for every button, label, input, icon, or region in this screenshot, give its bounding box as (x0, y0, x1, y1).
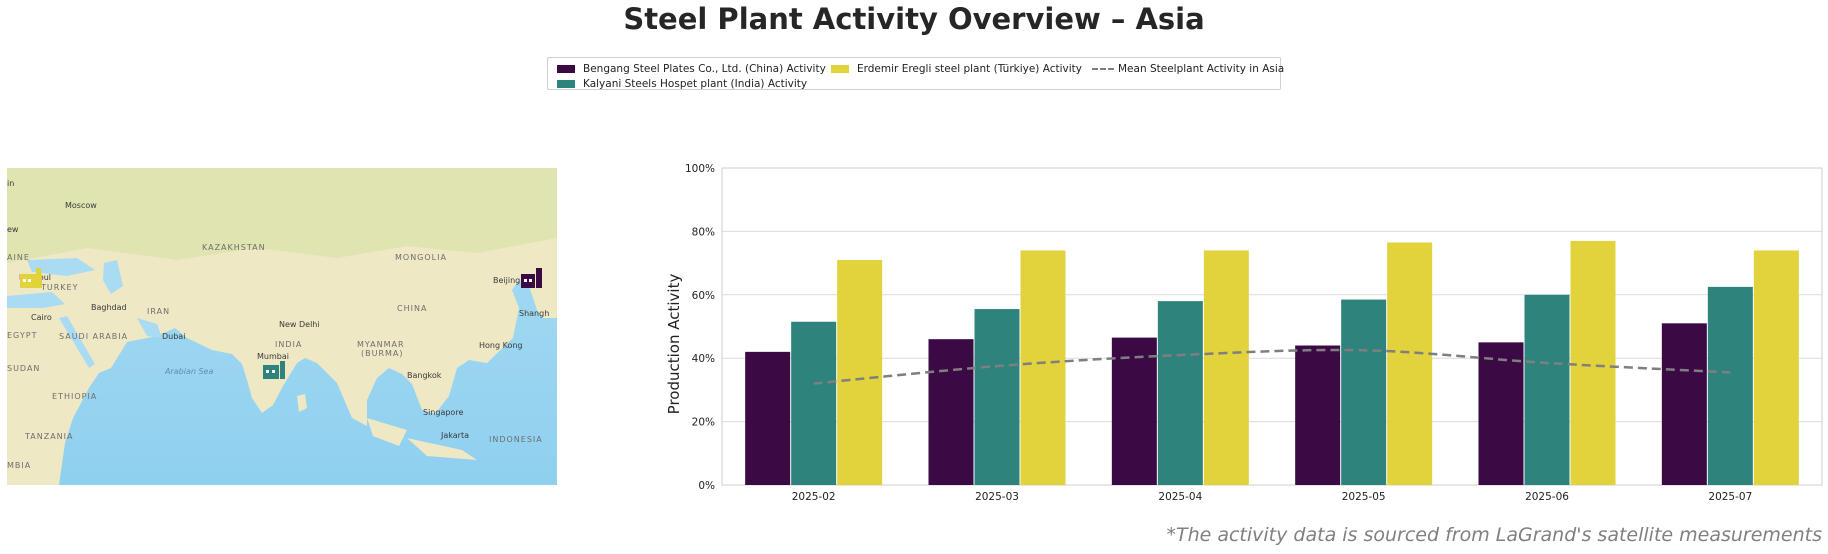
map-label-china: CHINA (397, 304, 427, 313)
bar-0-2025-05 (1295, 345, 1341, 485)
bar-2-2025-05 (1387, 242, 1433, 485)
mean-line-group (813, 348, 1731, 385)
map-label-moscow: Moscow (65, 201, 97, 210)
map-label-tanzania: TANZANIA (24, 432, 74, 441)
bar-1-2025-05 (1341, 299, 1387, 485)
factory-icon-bengang (521, 268, 542, 288)
northern-vegetation (7, 168, 557, 263)
y-tick-label-2: 40% (692, 353, 715, 365)
bar-1-2025-07 (1707, 286, 1753, 485)
bar-2-2025-07 (1753, 250, 1799, 485)
map-label-ethiopia: ETHIOPIA (52, 392, 97, 401)
mean-activity-line (813, 348, 1731, 385)
factory-icon-erdemir (20, 268, 42, 288)
bar-0-2025-02 (745, 351, 791, 485)
map-label-bangkok: Bangkok (407, 371, 442, 380)
map-label-indonesia: INDONESIA (489, 435, 543, 444)
bar-0-2025-06 (1478, 342, 1524, 485)
red-sea (59, 316, 95, 368)
y-tick-label-3: 60% (692, 290, 715, 302)
bar-2-2025-02 (837, 259, 883, 485)
x-axis-ticks: 2025-02 2025-03 2025-04 2025-05 2025-06 2025-… (792, 491, 1753, 503)
map-label-jakarta: Jakarta (440, 431, 469, 440)
map-label-burma: (BURMA) (361, 349, 404, 358)
map-label-cairo: Cairo (31, 313, 52, 322)
y-tick-label-5: 100% (685, 163, 715, 175)
bar-1-2025-03 (974, 309, 1020, 485)
x-tick-label-2025-05: 2025-05 (1342, 491, 1386, 503)
plot-area (721, 167, 1823, 486)
map-label-partial-ew: ew (7, 225, 19, 234)
chart-bars (745, 240, 1799, 485)
x-tick-label-2025-06: 2025-06 (1525, 491, 1569, 503)
mediterranean-sea (7, 292, 65, 308)
chart-grid (722, 167, 1822, 486)
caspian-sea (103, 260, 123, 294)
map-label-partial-in: in (7, 179, 14, 188)
map-label-kazakhstan: KAZAKHSTAN (202, 243, 266, 252)
map-label-mongolia: MONGOLIA (395, 253, 447, 262)
y-tick-label-0: 0% (698, 480, 715, 492)
map-label-india: INDIA (275, 340, 302, 349)
map-label-sudan: SUDAN (7, 364, 40, 373)
map-labels: Moscow KAZAKHSTAN MONGOLIA Beijing Shang… (7, 179, 549, 470)
map-label-shanghai: Shangh (519, 309, 549, 318)
map-label-new-delhi: New Delhi (279, 320, 320, 329)
legend-swatch-erdemir (831, 65, 849, 73)
x-tick-label-2025-07: 2025-07 (1708, 491, 1752, 503)
bar-1-2025-06 (1524, 294, 1570, 485)
map-label-dubai: Dubai (162, 332, 185, 341)
map-label-turkey: TURKEY (40, 283, 79, 292)
x-tick-label-2025-04: 2025-04 (1158, 491, 1202, 503)
factory-icon-kalyani (263, 361, 285, 379)
map-label-singapore: Singapore (423, 408, 463, 417)
legend-label-kalyani: Kalyani Steels Hospet plant (India) Acti… (583, 78, 808, 90)
java-island (407, 438, 477, 460)
x-tick-label-2025-03: 2025-03 (975, 491, 1019, 503)
x-tick-label-2025-02: 2025-02 (792, 491, 836, 503)
bar-0-2025-03 (928, 339, 974, 485)
y-tick-label-4: 80% (692, 226, 715, 238)
y-axis-label: Production Activity (665, 274, 683, 415)
map-label-partial-aine: AINE (7, 253, 30, 262)
legend-label-erdemir: Erdemir Eregli steel plant (Türkiye) Act… (857, 63, 1083, 75)
bar-2-2025-03 (1020, 250, 1066, 485)
legend-label-bengang: Bengang Steel Plates Co., Ltd. (China) A… (583, 63, 826, 75)
bar-0-2025-04 (1111, 337, 1157, 485)
chart-title: Steel Plant Activity Overview – Asia (623, 2, 1205, 36)
map-label-arabian-sea: Arabian Sea (164, 367, 213, 376)
persian-gulf (137, 318, 162, 338)
legend-label-mean: Mean Steelplant Activity in Asia (1118, 63, 1285, 75)
map-label-egypt: EGYPT (7, 331, 37, 340)
sri-lanka (297, 394, 307, 412)
y-axis-ticks: 0% 20% 40% 60% 80% 100% (685, 163, 715, 492)
legend-swatch-mean (1092, 68, 1114, 70)
legend-swatch-kalyani (557, 80, 575, 88)
map-label-partial-mbia: MBIA (7, 461, 31, 470)
black-sea (27, 258, 95, 276)
map-label-hong-kong: Hong Kong (479, 341, 523, 350)
map-label-saudi-arabia: SAUDI ARABIA (59, 332, 128, 341)
map-label-baghdad: Baghdad (91, 303, 127, 312)
asia-map: Moscow KAZAKHSTAN MONGOLIA Beijing Shang… (7, 168, 557, 485)
bar-1-2025-04 (1157, 301, 1203, 485)
bar-2-2025-04 (1203, 250, 1249, 485)
map-canvas: Moscow KAZAKHSTAN MONGOLIA Beijing Shang… (7, 168, 557, 485)
bar-0-2025-07 (1661, 323, 1707, 485)
legend-swatch-bengang (557, 65, 575, 73)
source-note: *The activity data is sourced from LaGra… (1166, 524, 1822, 546)
map-label-mumbai: Mumbai (257, 352, 289, 361)
bar-2-2025-06 (1570, 240, 1616, 485)
legend: Bengang Steel Plates Co., Ltd. (China) A… (547, 57, 1285, 90)
bar-1-2025-02 (791, 321, 837, 485)
map-label-beijing: Beijing (493, 276, 520, 285)
map-label-myanmar: MYANMAR (357, 340, 405, 349)
sumatra-island (367, 418, 407, 446)
map-label-iran: IRAN (147, 307, 170, 316)
y-tick-label-1: 20% (692, 417, 715, 429)
